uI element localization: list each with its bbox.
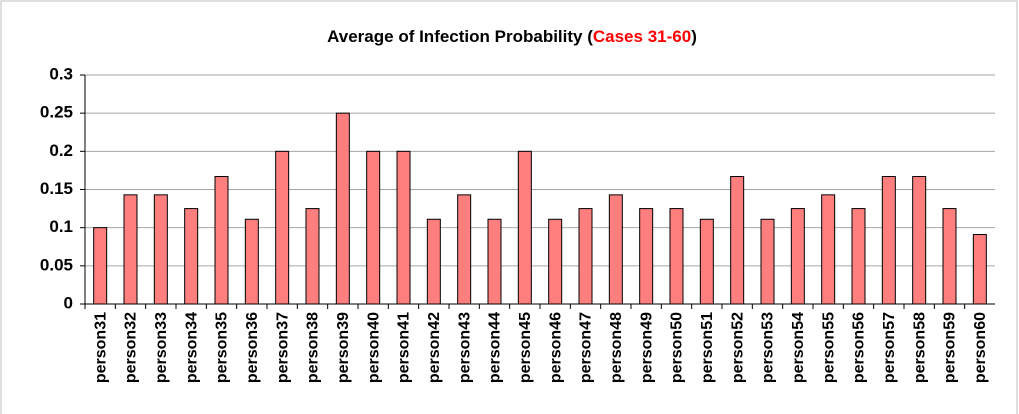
bar	[851, 208, 866, 305]
x-tick-label: person45	[517, 312, 534, 383]
x-tick-label: person31	[92, 312, 109, 383]
x-tick-label: person44	[487, 312, 504, 383]
x-tick-label: person56	[851, 312, 868, 383]
bar	[912, 176, 927, 305]
bar	[335, 112, 350, 305]
bar	[517, 150, 532, 305]
bar	[639, 208, 654, 305]
bar	[426, 218, 441, 305]
x-tick-label: person50	[669, 312, 686, 383]
x-tick-label: person34	[183, 312, 200, 383]
x-tick-label: person41	[396, 312, 413, 383]
bar	[942, 208, 957, 305]
x-tick-label: person59	[942, 312, 959, 383]
bar	[214, 176, 229, 305]
x-tick-label: person46	[547, 312, 564, 383]
bar	[548, 218, 563, 305]
bar	[730, 176, 745, 305]
x-tick-label: person39	[335, 312, 352, 383]
bar	[123, 194, 138, 305]
bar	[972, 234, 987, 305]
y-tick-label: 0.3	[49, 64, 73, 83]
bar	[305, 208, 320, 305]
chart-title: Average of Infection Probability (Cases …	[327, 27, 697, 46]
bar	[93, 227, 108, 305]
y-tick-label: 0.1	[49, 217, 73, 236]
bar	[153, 194, 168, 305]
bar	[608, 194, 623, 305]
x-tick-label: person58	[911, 312, 928, 383]
title-part: )	[691, 27, 697, 46]
title-part: Average of Infection Probability (	[327, 27, 593, 46]
y-tick-label: 0.05	[40, 255, 73, 274]
x-tick-label: person53	[760, 312, 777, 383]
x-tick-label: person36	[244, 312, 261, 383]
x-tick-label: person52	[729, 312, 746, 383]
bar	[881, 176, 896, 305]
bar	[244, 218, 259, 305]
x-tick-label: person51	[699, 312, 716, 383]
y-tick-label: 0.25	[40, 103, 73, 122]
title-part: Cases 31-60	[593, 27, 691, 46]
bar	[760, 218, 775, 305]
x-tick-label: person32	[123, 312, 140, 383]
x-tick-label: person35	[214, 312, 231, 383]
x-tick-label: person60	[972, 312, 989, 383]
y-tick-label: 0	[64, 293, 73, 312]
bar	[396, 150, 411, 305]
y-tick-label: 0.2	[49, 141, 73, 160]
x-tick-label: person33	[153, 312, 170, 383]
bar	[366, 150, 381, 305]
bar	[790, 208, 805, 305]
bar	[457, 194, 472, 305]
bar	[578, 208, 593, 305]
bar	[669, 208, 684, 305]
x-tick-label: person49	[638, 312, 655, 383]
x-tick-label: person47	[578, 312, 595, 383]
y-tick-label: 0.15	[40, 179, 73, 198]
bar	[184, 208, 199, 305]
x-tick-label: person37	[274, 312, 291, 383]
bar	[821, 194, 836, 305]
x-tick-label: person54	[790, 312, 807, 383]
x-tick-label: person43	[456, 312, 473, 383]
bar	[487, 218, 502, 305]
x-tick-label: person42	[426, 312, 443, 383]
bar	[699, 218, 714, 305]
x-tick-label: person40	[365, 312, 382, 383]
x-tick-label: person38	[305, 312, 322, 383]
x-tick-label: person48	[608, 312, 625, 383]
x-tick-label: person57	[881, 312, 898, 383]
bar	[275, 150, 290, 305]
x-tick-label: person55	[820, 312, 837, 383]
